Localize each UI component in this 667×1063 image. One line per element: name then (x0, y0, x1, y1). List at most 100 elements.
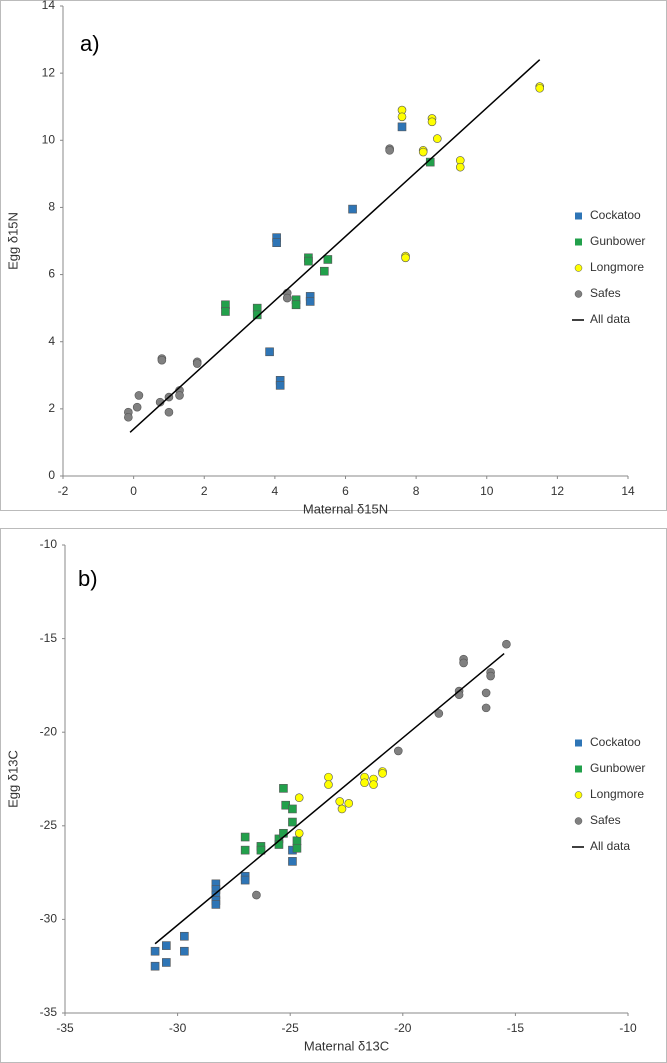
legend-label: Cockatoo (590, 208, 641, 222)
y-tick-label: 6 (48, 267, 55, 281)
point (486, 671, 495, 681)
point (240, 845, 250, 855)
point (256, 845, 266, 855)
y-tick-label: 8 (48, 200, 55, 214)
x-tick-label: 0 (130, 484, 137, 498)
point (335, 797, 345, 806)
legend-label: Gunbower (590, 761, 645, 775)
point (481, 688, 491, 698)
point (272, 238, 281, 247)
point (378, 769, 387, 778)
point (427, 117, 437, 127)
point (344, 799, 354, 808)
annotation: a) (80, 31, 100, 56)
point (385, 146, 394, 155)
point (162, 941, 171, 950)
x-tick-label: -20 (394, 1021, 412, 1035)
legend-label: All data (590, 839, 630, 853)
point (393, 746, 403, 756)
point (324, 772, 333, 782)
point (240, 832, 250, 842)
x-tick-label: 2 (201, 484, 208, 498)
point (192, 359, 202, 368)
point (348, 204, 357, 214)
x-tick-label: -30 (169, 1021, 187, 1035)
legend-label: Longmore (590, 260, 644, 274)
y-tick-label: 2 (48, 401, 55, 415)
point (265, 347, 274, 357)
point (502, 639, 511, 649)
point (337, 804, 347, 814)
point (323, 255, 333, 264)
point (401, 253, 410, 263)
x-tick-label: 10 (480, 484, 494, 498)
point (180, 931, 189, 941)
legend-label: Longmore (590, 787, 644, 801)
x-tick-label: 12 (551, 484, 565, 498)
legend-swatch (574, 817, 583, 825)
point (275, 381, 285, 390)
point (397, 122, 407, 132)
legend-label: Safes (590, 813, 621, 827)
point (132, 402, 142, 412)
legend-swatch (574, 290, 583, 298)
y-tick-label: -20 (40, 724, 58, 738)
point (252, 890, 261, 900)
legend-label: Safes (590, 286, 621, 300)
point (211, 900, 221, 909)
point (304, 256, 313, 266)
point (180, 946, 189, 956)
legend-swatch (575, 765, 582, 773)
x-tick-label: -15 (507, 1021, 525, 1035)
point (292, 836, 302, 846)
y-tick-label: -25 (40, 818, 58, 832)
y-tick-label: 0 (48, 468, 55, 482)
y-tick-label: -30 (40, 912, 58, 926)
x-tick-label: -25 (282, 1021, 300, 1035)
point (288, 804, 297, 814)
point (481, 703, 491, 713)
point (288, 817, 297, 827)
point (240, 875, 250, 885)
point (162, 958, 171, 967)
point (252, 310, 262, 320)
x-tick-label: -2 (58, 484, 69, 498)
point (455, 162, 465, 172)
point (124, 412, 133, 422)
x-tick-label: 8 (413, 484, 420, 498)
point (164, 407, 174, 417)
y-axis-label: Egg δ15N (5, 212, 20, 270)
point (292, 843, 302, 853)
chart: -35 -30 -25 -20 -15 -10 -35 -30 -25 -20 -15 -10 Mate… (5, 537, 645, 1053)
y-tick-label: 10 (42, 132, 56, 146)
point (282, 293, 292, 303)
legend-label: Cockatoo (590, 735, 641, 749)
y-tick-label: -10 (40, 537, 58, 551)
panel-frame (0, 0, 667, 511)
point (150, 946, 160, 956)
legend-swatch (575, 739, 582, 747)
legend-swatch (575, 212, 582, 220)
fit-line (154, 652, 505, 945)
y-tick-label: 12 (42, 65, 56, 79)
point (221, 307, 230, 316)
point (150, 961, 160, 971)
point (279, 784, 288, 793)
point (157, 355, 167, 365)
x-tick-label: -35 (56, 1021, 74, 1035)
y-axis-label: Egg δ13C (5, 750, 20, 808)
point (535, 83, 545, 93)
fit-line (129, 59, 541, 433)
annotation: b) (78, 566, 98, 591)
point (324, 780, 333, 789)
legend-label: Gunbower (590, 234, 645, 248)
point (288, 857, 297, 866)
x-axis-label: Maternal δ15N (303, 501, 388, 516)
x-axis-label: Maternal δ13C (304, 1038, 389, 1053)
point (418, 147, 428, 157)
x-tick-label: -10 (619, 1021, 637, 1035)
point (360, 778, 369, 788)
point (459, 658, 468, 668)
